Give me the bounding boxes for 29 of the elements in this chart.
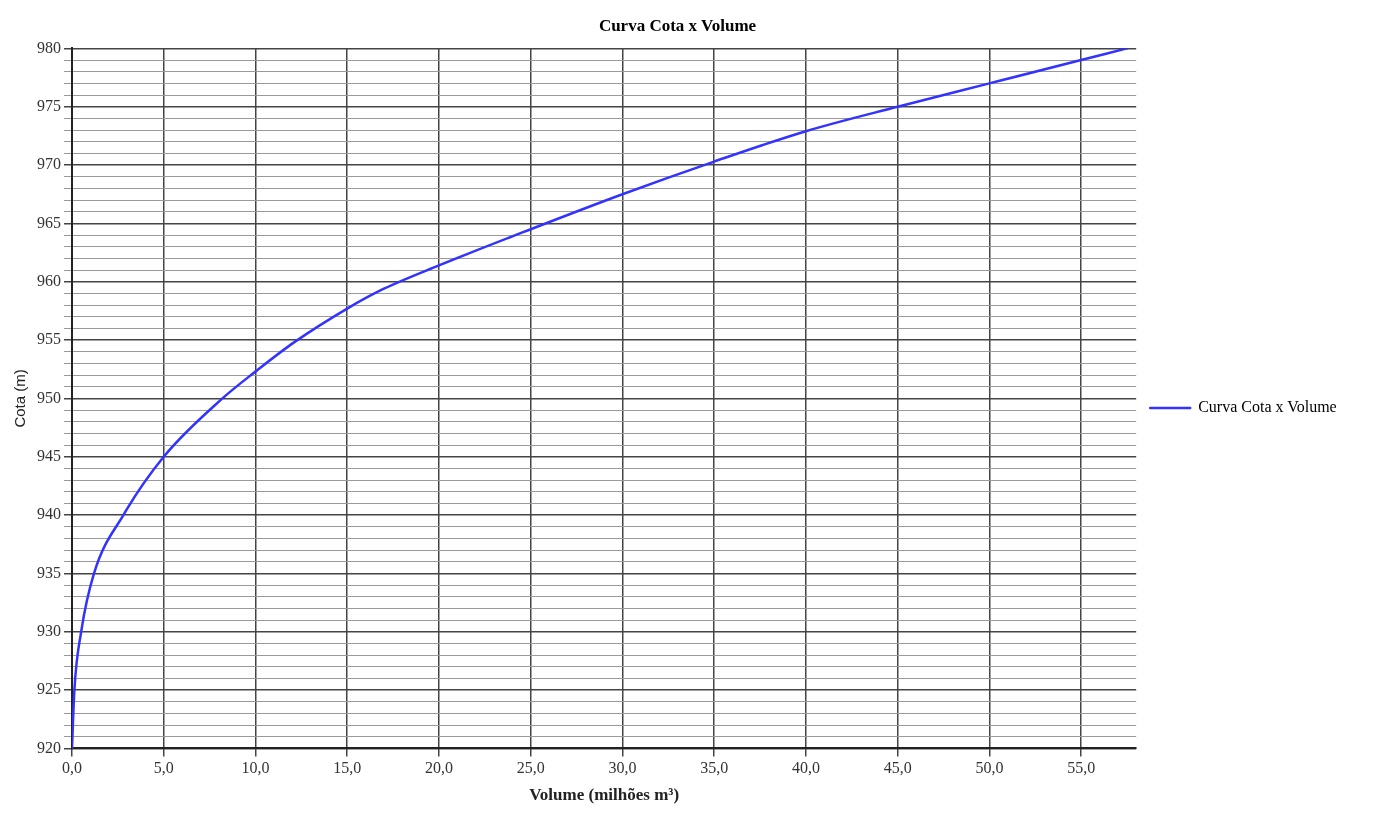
legend-label: Curva Cota x Volume	[1198, 398, 1337, 416]
y-tick-label: 975	[37, 96, 61, 114]
y-tick-label: 940	[37, 505, 61, 523]
y-tick-label: 950	[37, 388, 61, 406]
chart-title: Curva Cota x Volume	[598, 15, 757, 35]
y-tick-label: 920	[37, 738, 61, 756]
x-tick-label: 5,0	[153, 759, 174, 777]
x-axis-title: Volume (milhões m³)	[529, 785, 680, 805]
y-tick-label: 965	[37, 213, 61, 231]
y-tick-label: 945	[37, 446, 61, 464]
y-axis-title: Cota (m)	[11, 369, 29, 428]
x-tick-label: 25,0	[516, 759, 545, 777]
x-tick-label: 45,0	[883, 759, 912, 777]
x-tick-label: 40,0	[791, 759, 820, 777]
y-tick-label: 930	[37, 621, 61, 639]
x-tick-label: 35,0	[700, 759, 729, 777]
x-tick-label: 55,0	[1067, 759, 1096, 777]
x-tick-label: 20,0	[424, 759, 453, 777]
x-tick-label: 50,0	[975, 759, 1004, 777]
y-tick-label: 955	[37, 330, 61, 348]
x-tick-label: 15,0	[333, 759, 362, 777]
y-tick-label: 960	[37, 271, 61, 289]
y-tick-label: 980	[37, 38, 61, 56]
x-tick-label: 30,0	[608, 759, 637, 777]
y-tick-label: 970	[37, 155, 61, 173]
x-tick-label: 0,0	[62, 759, 82, 777]
y-tick-label: 925	[37, 680, 61, 698]
x-tick-label: 10,0	[241, 759, 270, 777]
y-tick-label: 935	[37, 563, 61, 581]
